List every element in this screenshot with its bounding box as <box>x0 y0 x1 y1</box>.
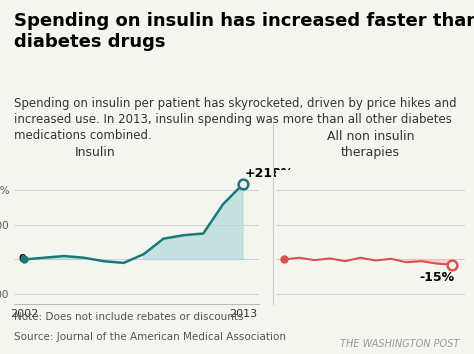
Text: Note: Does not include rebates or discounts: Note: Does not include rebates or discou… <box>14 312 244 322</box>
Text: Source: Journal of the American Medical Association: Source: Journal of the American Medical … <box>14 332 286 342</box>
Text: Insulin: Insulin <box>74 146 115 159</box>
Text: -15%: -15% <box>419 271 455 284</box>
Text: +218%: +218% <box>245 167 294 180</box>
Text: 0: 0 <box>18 255 26 264</box>
Text: THE WASHINGTON POST: THE WASHINGTON POST <box>340 339 460 349</box>
Text: All non insulin
therapies: All non insulin therapies <box>327 130 414 159</box>
Text: Spending on insulin has increased faster than other
diabetes drugs: Spending on insulin has increased faster… <box>14 12 474 51</box>
Text: Spending on insulin per patient has skyrocketed, driven by price hikes and
incre: Spending on insulin per patient has skyr… <box>14 97 457 142</box>
